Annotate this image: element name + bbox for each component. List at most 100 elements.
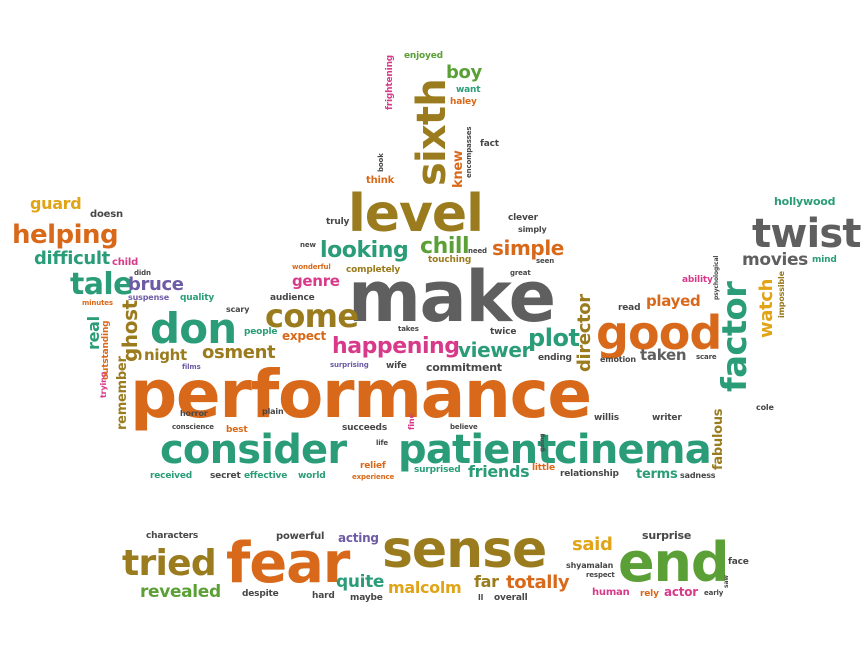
word-experience: experience bbox=[352, 473, 395, 481]
word-mind: mind bbox=[812, 255, 837, 265]
word-sixth: sixth bbox=[409, 79, 455, 186]
word-child: child bbox=[112, 257, 139, 268]
word-fabulous: fabulous bbox=[711, 408, 726, 470]
word-book: book bbox=[377, 153, 385, 172]
word-factor: factor bbox=[715, 281, 755, 392]
word-twist: twist bbox=[752, 211, 862, 257]
word-simply: simply bbox=[518, 225, 547, 234]
word-level: level bbox=[348, 184, 484, 244]
word-writer: writer bbox=[652, 413, 682, 423]
word-seen: seen bbox=[536, 257, 555, 265]
word-plot: plot bbox=[528, 324, 580, 352]
word-revealed: revealed bbox=[140, 582, 221, 602]
word-frightening: frightening bbox=[385, 54, 395, 110]
word-said: said bbox=[572, 534, 613, 555]
word-malcolm: malcolm bbox=[388, 578, 462, 597]
word-suspense: suspense bbox=[128, 293, 169, 302]
word-guard: guard bbox=[30, 194, 82, 213]
word-didn: didn bbox=[134, 269, 151, 277]
word-little: little bbox=[532, 463, 555, 473]
word-consider: consider bbox=[160, 427, 347, 473]
word-impossible: impossible bbox=[777, 271, 786, 318]
word-new: new bbox=[300, 241, 316, 249]
word-haley: haley bbox=[450, 97, 477, 107]
word-clever: clever bbox=[508, 213, 538, 223]
word-outstanding: outstanding bbox=[101, 320, 111, 380]
word-psychological: psychological bbox=[713, 255, 720, 300]
word-director: director bbox=[574, 294, 595, 372]
word-people: people bbox=[244, 327, 278, 337]
word-great: great bbox=[510, 269, 531, 277]
word-movies: movies bbox=[742, 250, 808, 270]
word-face: face bbox=[728, 557, 749, 567]
word-doesn: doesn bbox=[90, 209, 123, 220]
word-maybe: maybe bbox=[350, 593, 383, 603]
word-performance: performance bbox=[130, 356, 592, 433]
word-touching: touching bbox=[428, 255, 472, 265]
word-surprise: surprise bbox=[642, 529, 692, 542]
word-read: read bbox=[618, 303, 641, 313]
word-enjoyed: enjoyed bbox=[404, 51, 443, 61]
word-saw: saw bbox=[723, 575, 730, 588]
word-helping: helping bbox=[12, 220, 119, 250]
word-played: played bbox=[646, 292, 701, 310]
word-sadness: sadness bbox=[680, 471, 716, 480]
word-taken: taken bbox=[640, 346, 687, 364]
word-effective: effective bbox=[244, 471, 288, 481]
word-surprised: surprised bbox=[414, 465, 461, 475]
word-willis: willis bbox=[594, 413, 619, 423]
word-minutes: minutes bbox=[82, 299, 113, 307]
word-simple: simple bbox=[492, 236, 564, 260]
word-terms: terms bbox=[636, 467, 678, 482]
word-osment: osment bbox=[202, 342, 276, 363]
word-make: make bbox=[348, 256, 556, 338]
word-acting: acting bbox=[338, 531, 379, 545]
word-relationship: relationship bbox=[560, 469, 619, 479]
word-relief: relief bbox=[360, 461, 386, 471]
word-world: world bbox=[298, 471, 326, 481]
word-overall: overall bbox=[494, 593, 528, 603]
word-viewer: viewer bbox=[458, 338, 531, 362]
word-believe: believe bbox=[450, 423, 478, 431]
word-quite: quite bbox=[336, 572, 385, 592]
word-life: life bbox=[376, 439, 389, 447]
word-going: going bbox=[539, 433, 546, 452]
word-conscience: conscience bbox=[172, 423, 214, 431]
word-horror: horror bbox=[180, 409, 208, 418]
word-audience: audience bbox=[270, 293, 315, 303]
word-films: films bbox=[182, 363, 201, 371]
word-emotion: emotion bbox=[600, 355, 636, 364]
word-sense: sense bbox=[382, 520, 547, 580]
word-scare: scare bbox=[696, 353, 717, 361]
word-remember: remember bbox=[115, 356, 130, 430]
word-received: received bbox=[150, 471, 193, 481]
word-looking: looking bbox=[320, 238, 409, 263]
word-fact: fact bbox=[480, 139, 499, 149]
word-hollywood: hollywood bbox=[774, 195, 836, 208]
word-ghost: ghost bbox=[118, 300, 142, 362]
word-want: want bbox=[456, 85, 481, 95]
word-totally: totally bbox=[506, 572, 570, 593]
word-human: human bbox=[592, 587, 630, 598]
word-despite: despite bbox=[242, 589, 279, 599]
word-patient: patient bbox=[398, 427, 556, 473]
word-surprising: surprising bbox=[330, 361, 369, 369]
word-ll: ll bbox=[478, 593, 484, 602]
word-wonderful: wonderful bbox=[292, 263, 331, 271]
word-cole: cole bbox=[756, 403, 774, 412]
word-succeeds: succeeds bbox=[342, 423, 388, 433]
word-end: end bbox=[618, 531, 730, 594]
word-knew: knew bbox=[451, 150, 466, 188]
word-twice: twice bbox=[490, 327, 517, 337]
word-don: don bbox=[150, 304, 237, 353]
word-completely: completely bbox=[346, 265, 401, 275]
word-far: far bbox=[474, 572, 499, 591]
word-boy: boy bbox=[446, 62, 482, 83]
word-early: early bbox=[704, 589, 724, 597]
word-ending: ending bbox=[538, 353, 572, 363]
word-hard: hard bbox=[312, 591, 335, 601]
word-respect: respect bbox=[586, 571, 615, 579]
word-fear: fear bbox=[226, 531, 350, 596]
word-commitment: commitment bbox=[426, 361, 502, 374]
